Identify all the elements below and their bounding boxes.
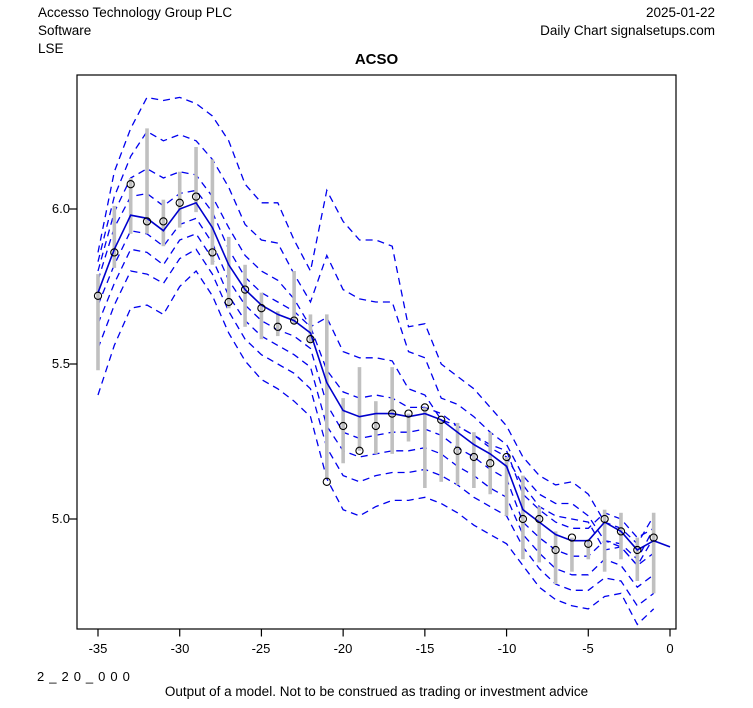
observed-price-point — [273, 322, 282, 331]
observed-price-point — [404, 409, 413, 418]
band-lower-band-4 — [97, 269, 655, 626]
observed-price-point — [371, 421, 380, 431]
observed-price-point — [322, 477, 331, 486]
observed-price-point — [224, 297, 233, 307]
observed-price-point — [126, 180, 135, 189]
x-tick-label: -15 — [415, 641, 435, 656]
plot-border — [76, 74, 677, 630]
observed-price-point — [616, 527, 626, 536]
band-upper-band-1 — [97, 96, 655, 545]
band-lower-band-3 — [97, 248, 655, 607]
observed-price-point — [240, 285, 250, 294]
observed-price-point — [191, 192, 201, 201]
x-tick-label: -5 — [582, 641, 594, 656]
disclaimer-text: Output of a model. Not to be construed a… — [164, 684, 589, 699]
x-tick-label: -35 — [88, 641, 108, 656]
observed-price-point — [649, 533, 658, 542]
band-lower-band-1 — [97, 217, 655, 567]
model-median-line — [97, 201, 671, 552]
observed-price-point — [110, 248, 119, 257]
observed-price-point — [633, 545, 642, 555]
company-name: Accesso Technology Group PLC — [38, 5, 233, 20]
observed-price-point — [600, 514, 609, 524]
observed-price-point — [388, 409, 397, 418]
observed-price-point — [93, 291, 103, 300]
band-upper-band-4 — [97, 189, 655, 539]
y-tick-label: 5.0 — [51, 511, 70, 526]
observed-price-point — [175, 198, 184, 207]
exchange-label: LSE — [38, 41, 64, 56]
observed-price-point — [469, 452, 479, 462]
x-tick-label: -30 — [170, 641, 190, 656]
observed-price-point — [584, 539, 593, 548]
observed-price-point — [567, 533, 577, 542]
observed-price-point — [257, 304, 266, 313]
observed-price-point — [535, 514, 544, 524]
observed-price-point — [551, 545, 560, 555]
observed-price-point — [289, 316, 299, 325]
observed-price-point — [486, 459, 495, 468]
band-upper-band-2 — [97, 130, 655, 561]
model-code: 2_20_000 — [37, 669, 135, 684]
observed-price-point — [502, 452, 511, 462]
observed-price-point — [453, 446, 462, 455]
header-right: 2025-01-22 Daily Chart signalsetups.com — [540, 4, 715, 40]
y-tick-label: 6.0 — [51, 201, 70, 216]
y-tick-label: 5.5 — [51, 356, 70, 371]
x-tick-label: -10 — [497, 641, 517, 656]
chart-date: 2025-01-22 — [645, 5, 715, 20]
observed-price-point — [159, 217, 168, 226]
observed-price-point — [338, 421, 348, 431]
observed-price-point — [518, 514, 528, 524]
band-upper-band-3 — [97, 167, 655, 567]
ticker-title: ACSO — [354, 51, 399, 68]
x-tick-label: -25 — [251, 641, 271, 656]
x-tick-label: 0 — [666, 641, 674, 656]
observed-price-point — [437, 415, 446, 424]
observed-price-point — [208, 248, 217, 257]
observed-price-point — [355, 446, 364, 455]
header-left: Accesso Technology Group PLC Software LS… — [38, 4, 232, 58]
observed-price-point — [420, 403, 430, 412]
chart-type-label: Daily Chart signalsetups.com — [540, 23, 715, 38]
sector-label: Software — [38, 23, 92, 38]
observed-price-point — [142, 217, 152, 226]
observed-price-point — [306, 335, 315, 344]
x-tick-label: -20 — [333, 641, 353, 656]
